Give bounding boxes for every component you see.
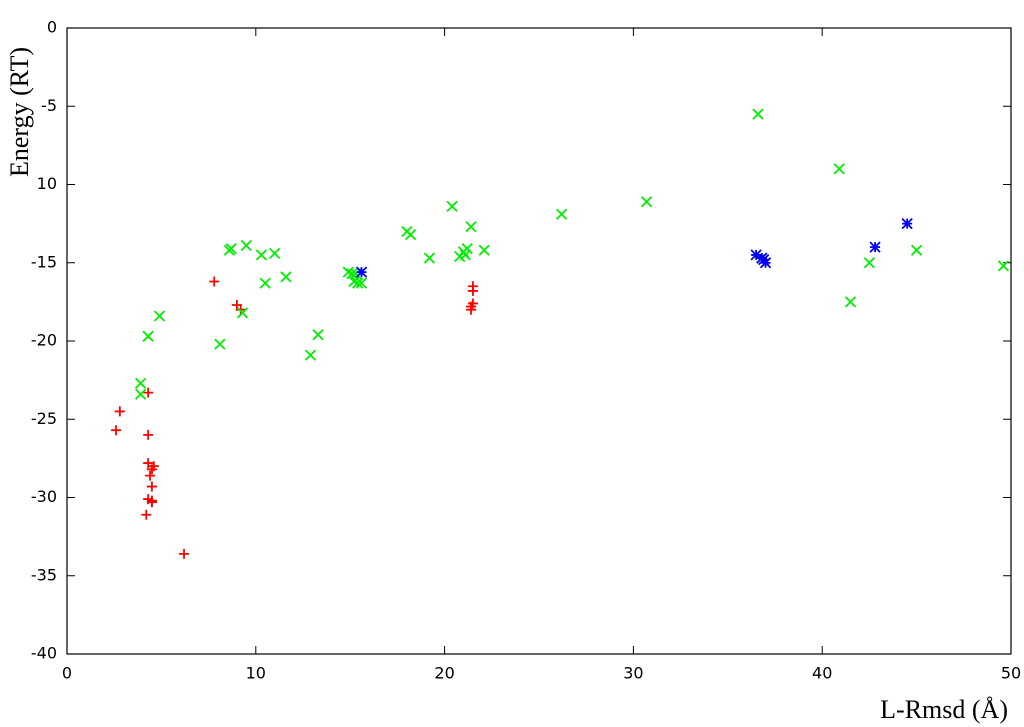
scatter-point [148, 461, 159, 472]
scatter-point [111, 425, 122, 436]
x-tick-label: 50 [1001, 664, 1021, 683]
y-tick-label: -20 [31, 331, 57, 350]
scatter-point [145, 470, 156, 481]
scatter-point [179, 548, 190, 559]
scatter-point [844, 296, 857, 308]
y-tick-label: 0 [47, 18, 57, 37]
scatter-point [355, 266, 368, 278]
scatter-point [423, 252, 436, 264]
x-tick-label: 30 [623, 664, 643, 683]
y-tick-label: -25 [31, 409, 57, 428]
plot-frame [66, 27, 1012, 655]
x-tick-label: 20 [434, 664, 454, 683]
scatter-point [269, 247, 281, 259]
scatter-point [209, 276, 220, 287]
scatter-point [461, 243, 473, 255]
scatter-point [467, 285, 478, 296]
scatter-point [280, 271, 292, 283]
scatter-point [404, 228, 417, 241]
x-tick-label: 0 [62, 664, 72, 683]
y-axis-label: Energy (RT) [5, 47, 34, 177]
scatter-point [910, 244, 923, 256]
scatter-point [225, 243, 237, 255]
scatter-point [466, 304, 477, 315]
scatter-point [758, 253, 770, 266]
scatter-point [446, 200, 458, 213]
x-tick-label: 10 [246, 664, 266, 683]
scatter-point [146, 497, 157, 508]
scatter-point [556, 208, 568, 220]
y-tick-label: 10 [37, 174, 57, 193]
x-axis-label: L-Rmsd (Å) [880, 695, 1008, 724]
y-tick-label: -35 [31, 565, 57, 584]
scatter-point [236, 307, 249, 319]
scatter-point [153, 310, 166, 322]
scatter-point [143, 429, 154, 440]
scatter-point [142, 330, 154, 342]
scatter-point [255, 249, 268, 261]
scatter-point [869, 241, 881, 253]
scatter-point [143, 458, 154, 469]
scatter-point [134, 377, 147, 389]
scatter-point [240, 239, 252, 252]
scatter-point [114, 406, 125, 417]
scatter-point [997, 260, 1010, 272]
scatter-point [141, 509, 152, 520]
scatter-point [901, 217, 913, 230]
y-tick-label: -5 [41, 96, 57, 115]
scatter-point [214, 338, 226, 350]
y-tick-label: -15 [31, 252, 57, 271]
scatter-point [833, 163, 845, 175]
scatter-point [352, 277, 364, 289]
scatter-point [478, 244, 490, 256]
scatter-point [752, 108, 764, 120]
scatter-point [750, 249, 762, 261]
scatter-point [465, 221, 477, 233]
scatter-point [459, 249, 472, 261]
scatter-point [355, 277, 368, 289]
y-tick-label: -40 [31, 644, 57, 663]
scatter-point [143, 387, 154, 398]
y-tick-label: -30 [31, 487, 57, 506]
scatter-point [312, 329, 324, 341]
scatter-point [146, 481, 157, 492]
scatter-point [304, 349, 317, 361]
scatter-point [134, 388, 147, 400]
scatter-point [640, 196, 653, 208]
scatter-point [259, 277, 271, 289]
scatter-point [863, 257, 876, 269]
x-tick-label: 40 [812, 664, 832, 683]
